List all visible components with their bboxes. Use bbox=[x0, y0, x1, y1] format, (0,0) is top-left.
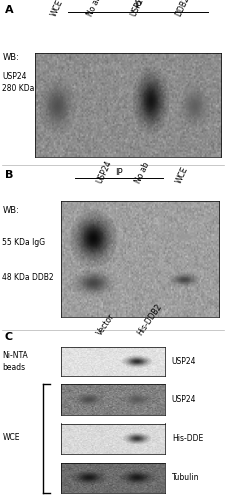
Text: 48 KDa DDB2: 48 KDa DDB2 bbox=[2, 272, 54, 281]
Text: Vector: Vector bbox=[94, 312, 116, 337]
Text: WB:: WB: bbox=[2, 53, 19, 62]
Text: USP24: USP24 bbox=[94, 159, 113, 185]
Text: USP24: USP24 bbox=[128, 0, 147, 18]
Text: USP24: USP24 bbox=[171, 395, 195, 404]
Text: Tubulin: Tubulin bbox=[171, 474, 198, 482]
Text: C: C bbox=[4, 332, 13, 342]
Text: No ab: No ab bbox=[133, 160, 150, 185]
Text: WCE: WCE bbox=[2, 432, 20, 442]
Text: WCE: WCE bbox=[50, 0, 65, 18]
Text: Ni-NTA
beads: Ni-NTA beads bbox=[2, 352, 28, 372]
Text: USP24
280 KDa: USP24 280 KDa bbox=[2, 72, 34, 92]
Text: USP24: USP24 bbox=[171, 357, 195, 366]
Text: B: B bbox=[4, 170, 13, 180]
Text: A: A bbox=[4, 5, 13, 15]
Text: DDB2: DDB2 bbox=[173, 0, 191, 18]
Text: His-DDB2: His-DDB2 bbox=[135, 302, 163, 337]
Text: WCE: WCE bbox=[173, 165, 189, 185]
Text: 55 KDa IgG: 55 KDa IgG bbox=[2, 238, 45, 247]
Text: No ab: No ab bbox=[86, 0, 103, 18]
Text: His-DDE: His-DDE bbox=[171, 434, 202, 444]
Text: IP: IP bbox=[114, 168, 122, 176]
Text: WB:: WB: bbox=[2, 206, 19, 215]
Text: IP: IP bbox=[133, 1, 141, 10]
